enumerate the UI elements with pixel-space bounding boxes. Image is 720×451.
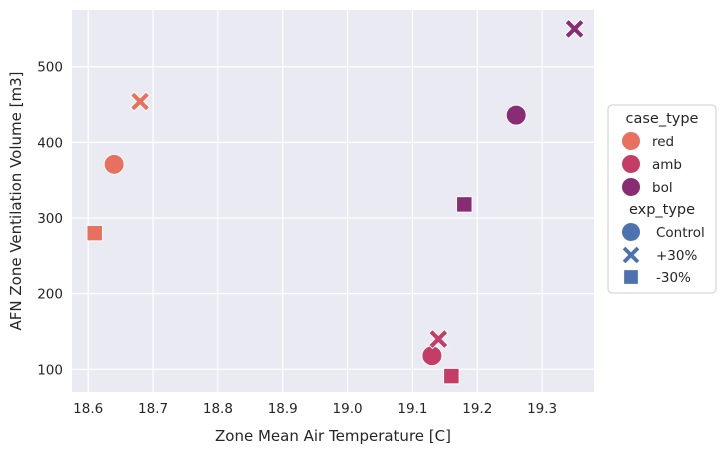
legend-label-amb: amb xyxy=(652,157,682,173)
legend-style-title: exp_type xyxy=(629,202,695,218)
legend-label-x: +30% xyxy=(656,248,697,264)
legend-label-red: red xyxy=(652,134,674,150)
plot-area xyxy=(72,10,594,392)
x-tick-label: 18.9 xyxy=(268,401,298,417)
x-tick-label: 18.7 xyxy=(138,401,168,417)
legend-marker-square xyxy=(623,269,639,285)
y-axis-ticks: 100 200 300 400 500 xyxy=(37,60,63,379)
point-red-square xyxy=(86,224,103,242)
legend-label-bol: bol xyxy=(652,180,673,196)
x-tick-label: 19.1 xyxy=(397,401,427,417)
point-amb-x xyxy=(428,328,449,350)
y-tick-label: 100 xyxy=(37,362,63,378)
legend-box xyxy=(607,104,717,294)
legend: case_type exp_type red amb bol Control +30% -… xyxy=(607,104,717,294)
y-tick-label: 300 xyxy=(37,211,63,227)
x-tick-label: 18.8 xyxy=(203,401,233,417)
point-red-x xyxy=(129,91,151,112)
point-bol-circle xyxy=(505,104,527,126)
x-axis-ticks: 18.6 18.7 18.8 18.9 19.0 19.1 19.2 19.3 xyxy=(73,401,557,417)
point-bol-square xyxy=(456,196,473,213)
point-amb-square xyxy=(443,367,460,385)
data-points xyxy=(86,18,585,385)
y-tick-label: 500 xyxy=(37,60,63,76)
legend-marker-red xyxy=(621,131,641,151)
x-tick-label: 18.6 xyxy=(73,401,103,417)
x-tick-label: 19.3 xyxy=(527,401,557,417)
legend-entries: red amb bol Control +30% -30% xyxy=(621,131,705,286)
y-tick-label: 200 xyxy=(37,287,63,303)
x-tick-label: 19.2 xyxy=(462,401,492,417)
point-bol-x xyxy=(564,18,585,40)
grid xyxy=(72,10,594,392)
legend-label-square: -30% xyxy=(656,270,691,286)
legend-label-circle: Control xyxy=(656,225,705,241)
point-amb-circle xyxy=(421,345,443,367)
legend-hue-title: case_type xyxy=(626,111,699,127)
y-axis-label: AFN Zone Ventilation Volume [m3] xyxy=(7,72,25,331)
x-tick-label: 19.0 xyxy=(333,401,363,417)
x-axis-label: Zone Mean Air Temperature [C] xyxy=(215,427,451,445)
y-tick-label: 400 xyxy=(37,135,63,151)
legend-marker-amb xyxy=(621,154,641,174)
legend-marker-bol xyxy=(621,177,641,197)
legend-marker-x xyxy=(621,245,641,265)
legend-marker-circle xyxy=(621,222,641,242)
point-red-circle xyxy=(103,153,125,175)
